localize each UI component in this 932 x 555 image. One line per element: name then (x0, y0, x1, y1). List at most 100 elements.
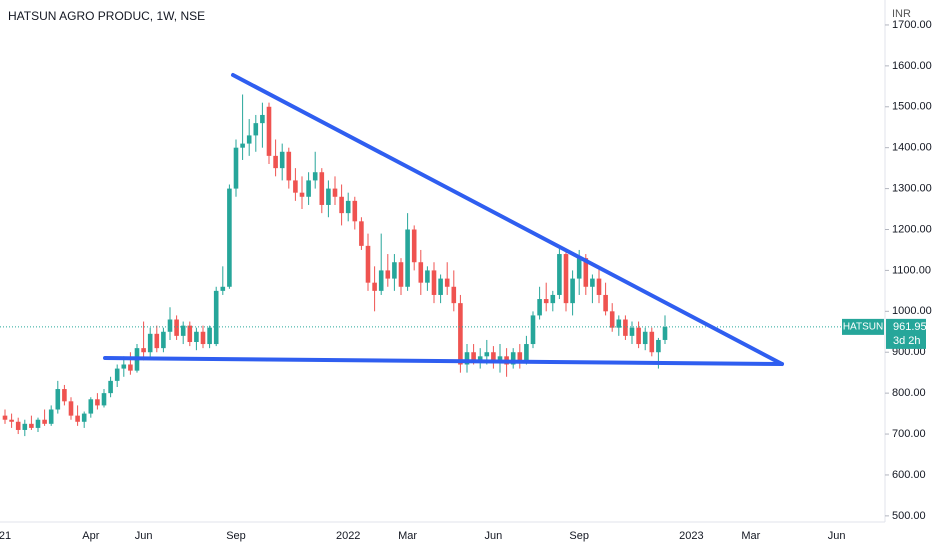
y-tick-label: 700.00 (892, 428, 926, 440)
candle-body (332, 188, 338, 197)
candle-body (636, 327, 641, 345)
candle-body (227, 188, 232, 287)
candle-body (101, 393, 107, 406)
y-tick-label: 1000.00 (892, 305, 932, 317)
candle-body (530, 315, 536, 345)
candle-body (266, 106, 272, 156)
candle-body (141, 348, 146, 353)
candle-body (352, 200, 358, 222)
chart-title: HATSUN AGRO PRODUC, 1W, NSE (8, 9, 205, 23)
currency-label: INR (892, 8, 911, 20)
candle-body (510, 352, 516, 365)
y-tick-label: 1100.00 (892, 264, 931, 276)
candle-body (260, 114, 265, 124)
candle-body (378, 270, 384, 291)
candle-body (108, 380, 113, 394)
y-tick-label: 1300.00 (892, 182, 932, 194)
candle-body (339, 196, 344, 214)
candle-body (458, 303, 463, 365)
candle-body (590, 278, 595, 287)
candle-body (431, 270, 437, 295)
candle-body (35, 419, 41, 428)
candle-body (2, 415, 8, 420)
candle-body (154, 333, 160, 349)
candle-body (537, 299, 542, 316)
candle-body (319, 172, 325, 205)
candle-body (29, 423, 34, 428)
candle-body (550, 294, 556, 304)
candle-body (543, 299, 549, 304)
candle-body (147, 333, 153, 353)
candle-body (451, 286, 457, 304)
candle-body (55, 389, 61, 410)
candle-body (524, 344, 529, 361)
plot (0, 94, 885, 437)
y-tick-label: 500.00 (892, 510, 926, 522)
candle-body (425, 270, 430, 283)
candle-body (570, 278, 575, 304)
candle-body (15, 421, 21, 430)
candle-body (194, 331, 199, 342)
y-tick-label: 800.00 (892, 387, 926, 399)
candle-body (68, 401, 74, 416)
candle-body (240, 143, 245, 148)
candle-body (253, 123, 259, 136)
candle-body (623, 319, 628, 336)
candle-body (326, 188, 331, 205)
candle-body (491, 352, 496, 361)
candle-body (286, 151, 292, 181)
candle-body (392, 262, 397, 279)
candle-body (9, 419, 14, 422)
x-tick-label: 2023 (679, 530, 703, 542)
y-tick-label: 600.00 (892, 469, 926, 481)
x-tick-label: Mar (741, 530, 760, 542)
y-tick-label: 1400.00 (892, 142, 932, 154)
candle-body (609, 311, 615, 328)
candle-body (167, 319, 173, 332)
candle-body (42, 419, 47, 424)
candle-body (233, 147, 239, 189)
candle-body (444, 278, 450, 287)
candle-body (464, 352, 470, 365)
candle-body (596, 278, 602, 295)
x-tick-label: Apr (82, 530, 99, 542)
candle-body (279, 151, 285, 169)
candle-body (95, 399, 100, 406)
candle-body (207, 327, 212, 345)
y-tick-label: 1200.00 (892, 223, 932, 235)
candle-body (293, 180, 298, 193)
x-tick-label: Sep (226, 530, 246, 542)
candle-body (88, 399, 94, 414)
trend-line-upper (231, 73, 784, 366)
candle-body (517, 352, 523, 361)
candle-body (81, 413, 87, 422)
axes: 500.00 600.00 700.00 800.00 900.00 1000.00 110… (0, 19, 932, 542)
candle-body (312, 172, 318, 181)
candle-body (128, 364, 133, 371)
candle-body (75, 415, 80, 422)
x-tick-label: 2022 (336, 530, 360, 542)
price-label: 961.95 (893, 321, 927, 333)
x-tick-label: Jun (485, 530, 503, 542)
symbol-tag (842, 318, 884, 335)
candle-body (213, 290, 219, 345)
candle-body (418, 262, 424, 283)
candle-body (477, 356, 483, 361)
candle-body (187, 325, 193, 342)
candle-body (121, 364, 127, 369)
candle-body (656, 339, 661, 353)
y-tick-label: 900.00 (892, 346, 926, 358)
trend-line-lower (103, 356, 784, 366)
x-tick-label: Jun (828, 530, 846, 542)
candle-body (662, 326, 668, 340)
candle-body (114, 368, 120, 381)
candle-body (174, 319, 179, 336)
candle-body (359, 221, 364, 246)
candle-body (484, 352, 490, 357)
price-tag (886, 318, 926, 349)
candle-body (616, 319, 622, 328)
candle-body (603, 294, 608, 312)
candle-body (398, 262, 404, 287)
candle-body (385, 270, 391, 279)
